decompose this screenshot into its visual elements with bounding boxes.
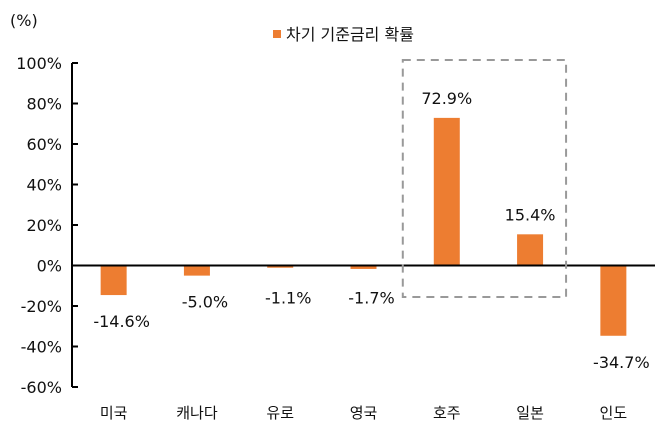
y-tick-label: -20%	[21, 297, 62, 316]
data-label: -1.1%	[265, 289, 311, 308]
highlight-box	[401, 59, 568, 298]
y-tick-label: 100%	[16, 54, 62, 73]
legend-label: 차기 기준금리 확률	[286, 25, 414, 44]
data-label: -34.7%	[593, 353, 650, 372]
x-tick-label: 호주	[433, 404, 461, 422]
bar-4	[350, 265, 377, 269]
y-tick-label: 60%	[26, 135, 62, 154]
y-tick-label: -40%	[21, 338, 62, 357]
y-tick-label: 40%	[26, 176, 62, 195]
bar-6	[517, 234, 544, 266]
legend: 차기 기준금리 확률	[273, 25, 414, 44]
y-tick-label: 80%	[26, 95, 62, 114]
x-tick-label: 일본	[516, 404, 544, 422]
y-axis: 100% 80% 60% 40% 20% 0% -20% -40% -60%	[16, 54, 78, 397]
x-tick-label: 영국	[350, 404, 378, 422]
bar-3	[267, 265, 294, 268]
bars	[100, 117, 627, 336]
data-label: 72.9%	[421, 89, 472, 108]
bar-1	[100, 265, 127, 296]
x-tick-label: 캐나다	[176, 404, 218, 422]
legend-swatch	[273, 30, 281, 38]
data-label: -1.7%	[348, 289, 394, 308]
data-label: -14.6%	[93, 312, 150, 331]
y-tick-label: 0%	[37, 257, 62, 276]
data-label: 15.4%	[505, 205, 556, 224]
x-tick-label: 미국	[100, 404, 128, 422]
y-unit-label: (%)	[10, 11, 38, 30]
y-tick-label: 20%	[26, 216, 62, 235]
y-tick-label: -60%	[21, 378, 62, 397]
bar-2	[183, 265, 210, 276]
data-label: -5.0%	[182, 293, 228, 312]
bar-5	[433, 117, 460, 266]
x-tick-label: 인도	[600, 404, 628, 422]
x-axis: 미국 캐나다 유로 영국 호주 일본 인도	[72, 264, 655, 422]
x-tick-label: 유로	[266, 404, 294, 422]
data-labels: -14.6% -5.0% -1.1% -1.7% 72.9% 15.4% -34.7%	[93, 89, 649, 372]
bar-7	[600, 265, 627, 336]
